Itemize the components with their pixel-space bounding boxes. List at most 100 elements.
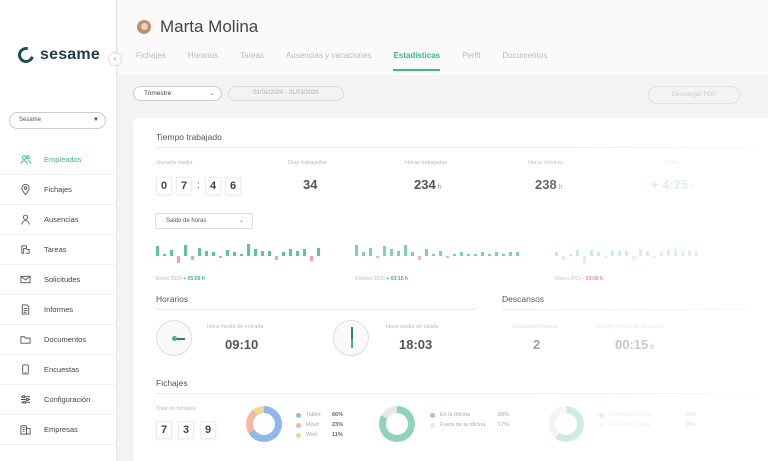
legend-item: Tablet 66% bbox=[296, 410, 343, 420]
chart-bar bbox=[163, 253, 166, 256]
total-fichajes-label: Total de fichajes bbox=[156, 406, 196, 412]
sidebar-item-empleados[interactable]: Empleados bbox=[0, 145, 116, 175]
tasks-icon bbox=[19, 244, 31, 256]
sidebar-item-empresas[interactable]: Empresas bbox=[0, 415, 116, 445]
chart-bar bbox=[191, 256, 194, 260]
section-title-horarios: Horarios bbox=[156, 294, 189, 304]
legend-label: Web bbox=[306, 432, 318, 438]
month-bar-chart-marzo bbox=[555, 242, 725, 266]
tab-tareas[interactable]: Tareas bbox=[240, 51, 265, 60]
chart-bar bbox=[177, 256, 180, 264]
legend-swatch bbox=[599, 412, 604, 418]
collapse-sidebar-button[interactable]: ‹ bbox=[108, 52, 122, 66]
chevron-down-icon: ⌄ bbox=[238, 218, 244, 224]
total-fichajes-digit: 7 bbox=[156, 421, 172, 439]
date-range-field[interactable]: 01/01/2020 - 31/03/2020 bbox=[228, 86, 344, 101]
chart-bar bbox=[233, 252, 236, 256]
dias-value: 34 bbox=[303, 177, 318, 192]
chart-bar bbox=[688, 250, 691, 256]
stats-card: Tiempo trabajado Jornada media 0 7 : 4 6… bbox=[133, 118, 768, 461]
entrada-label: Hora media de entrada bbox=[207, 324, 264, 330]
chart-bar bbox=[646, 251, 649, 256]
legend-item: Fuera de la oficina 17% bbox=[430, 420, 509, 430]
sidebar-item-label: Fichajes bbox=[44, 185, 72, 194]
legend-value: 83% bbox=[498, 412, 510, 418]
legend-swatch bbox=[296, 412, 301, 418]
dias-label: Días trabajados bbox=[288, 160, 327, 166]
sidebar-item-informes[interactable]: Informes bbox=[0, 295, 116, 325]
horas-teoricas-value: 238 h bbox=[535, 177, 563, 192]
chart-bar bbox=[369, 247, 372, 256]
legend-swatch bbox=[430, 422, 435, 428]
chart-bar bbox=[597, 252, 600, 256]
sidebar-item-label: Configuración bbox=[44, 395, 91, 404]
legend-value: 60% bbox=[685, 412, 697, 418]
tab-estadisticas[interactable]: Estadísticas bbox=[393, 51, 441, 71]
chart-bar bbox=[618, 251, 621, 256]
jornada-label: Jornada media bbox=[156, 160, 193, 166]
caret-down-icon: ▼ bbox=[93, 117, 99, 123]
sidebar-item-solicitudes[interactable]: Solicitudes bbox=[0, 265, 116, 295]
download-pdf-button[interactable]: Descargar PDF bbox=[648, 86, 740, 104]
section-title-descansos: Descansos bbox=[502, 294, 545, 304]
period-select[interactable]: Trimestre ⌄ bbox=[133, 86, 222, 101]
brand-logo[interactable]: sesame bbox=[15, 44, 100, 66]
chart-bar bbox=[467, 253, 470, 256]
balance-select-value: Saldo de horas bbox=[166, 218, 207, 224]
chart-bar bbox=[474, 253, 477, 256]
total-fichajes-digit: 3 bbox=[178, 421, 194, 439]
unit-label: h bbox=[437, 184, 442, 191]
sidebar-item-encuestas[interactable]: Encuestas bbox=[0, 355, 116, 385]
balance-select[interactable]: Saldo de horas ⌄ bbox=[155, 213, 253, 229]
tab-ausencias[interactable]: Ausencias y vacaciones bbox=[286, 51, 372, 60]
tab-documentos[interactable]: Documentos bbox=[502, 51, 548, 60]
chart-bar bbox=[509, 252, 512, 256]
tab-fichajes[interactable]: Fichajes bbox=[136, 51, 166, 60]
company-select[interactable]: Sesame ▼ bbox=[9, 112, 106, 129]
month-label-enero: Enero 2020 + 05:56 h bbox=[156, 276, 205, 282]
legend-item: Fuera del horario 38% bbox=[599, 420, 696, 430]
chart-bar bbox=[268, 251, 271, 256]
sidebar-item-tareas[interactable]: Tareas bbox=[0, 235, 116, 265]
entrada-value: 09:10 bbox=[225, 337, 259, 352]
clock-hand bbox=[351, 339, 353, 348]
tab-horarios[interactable]: Horarios bbox=[187, 51, 219, 60]
chart-bar bbox=[446, 256, 449, 259]
month-balance: + 05:56 h bbox=[183, 276, 205, 282]
users-icon bbox=[19, 154, 31, 166]
chart-bar bbox=[425, 248, 428, 256]
chart-bar bbox=[219, 256, 222, 259]
tabs: Fichajes Horarios Tareas Ausencias y vac… bbox=[136, 51, 569, 71]
descanso-tiempo-label: Tiempo medio de descanso bbox=[597, 324, 665, 330]
legend-value: 23% bbox=[332, 422, 344, 428]
legend-value: 11% bbox=[332, 432, 343, 438]
horas-teoricas-label: Horas teóricas bbox=[528, 160, 564, 166]
chart-bar bbox=[390, 248, 393, 256]
location-donut-chart bbox=[379, 406, 415, 442]
sidebar-item-documentos[interactable]: Documentos bbox=[0, 325, 116, 355]
section-title-tiempo: Tiempo trabajado bbox=[156, 132, 222, 142]
sidebar-item-configuracion[interactable]: Configuración bbox=[0, 385, 116, 415]
chart-bar bbox=[418, 256, 421, 260]
chart-bar bbox=[625, 251, 628, 256]
unit-label: h bbox=[558, 184, 563, 191]
chart-bar bbox=[604, 256, 607, 259]
sidebar-item-fichajes[interactable]: Fichajes bbox=[0, 175, 116, 205]
chart-bar bbox=[404, 245, 407, 256]
sidebar-item-ausencias[interactable]: Ausencias bbox=[0, 205, 116, 235]
schedule-donut-chart bbox=[548, 406, 584, 442]
month-label-febrero: Febrero 2020 + 03:15 h bbox=[355, 276, 408, 282]
chart-bar bbox=[432, 253, 435, 256]
chart-bar bbox=[583, 256, 586, 264]
unit-label: h bbox=[650, 344, 655, 351]
divider bbox=[156, 393, 756, 394]
building-icon bbox=[19, 424, 31, 436]
chart-bar bbox=[660, 252, 663, 256]
legend-label: Dentro del horario bbox=[609, 412, 654, 418]
saldo-label: Saldo bbox=[665, 160, 680, 166]
legend-swatch bbox=[430, 412, 435, 418]
tab-perfil[interactable]: Perfil bbox=[462, 51, 481, 60]
section-title-fichajes: Fichajes bbox=[156, 378, 188, 388]
report-icon bbox=[19, 304, 31, 316]
legend-item: Móvil 23% bbox=[296, 420, 343, 430]
